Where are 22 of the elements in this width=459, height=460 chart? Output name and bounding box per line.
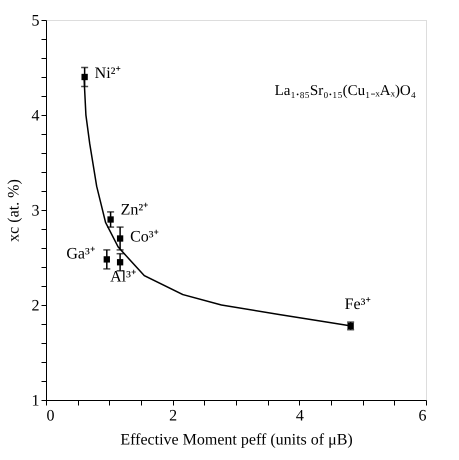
y-tick-label: 1 (32, 392, 40, 410)
point (116, 235, 124, 242)
annotation: Zn²⁺ (120, 202, 148, 218)
x-tick-label: 0 (46, 408, 54, 424)
y-axis-title: xc (at. %) (6, 179, 22, 242)
annotation: Ga³⁺ (66, 245, 95, 262)
y-tick-label: 5 (32, 12, 40, 30)
y-tick-label: 2 (32, 298, 40, 314)
x-axis-title: Effective Moment peff (units of μB) (120, 432, 353, 448)
annotation: Fe³⁺ (344, 296, 370, 313)
annotation: Ni²⁺ (94, 65, 120, 82)
annotation: La₁.₈₅Sr₀.₁₅(Cu₁₋ₓAₓ)O₄ (274, 83, 416, 99)
x-tick-label: 6 (418, 408, 426, 424)
annotation: Al³⁺ (110, 268, 136, 286)
y-tick-label: 4 (32, 108, 40, 124)
x-tick-label: 2 (169, 408, 178, 424)
x-tick-label: 4 (296, 408, 304, 424)
point (107, 216, 114, 223)
point (104, 256, 110, 263)
y-tick-label: 3 (32, 202, 40, 220)
annotation: Co³⁺ (130, 228, 159, 246)
point (116, 259, 124, 266)
